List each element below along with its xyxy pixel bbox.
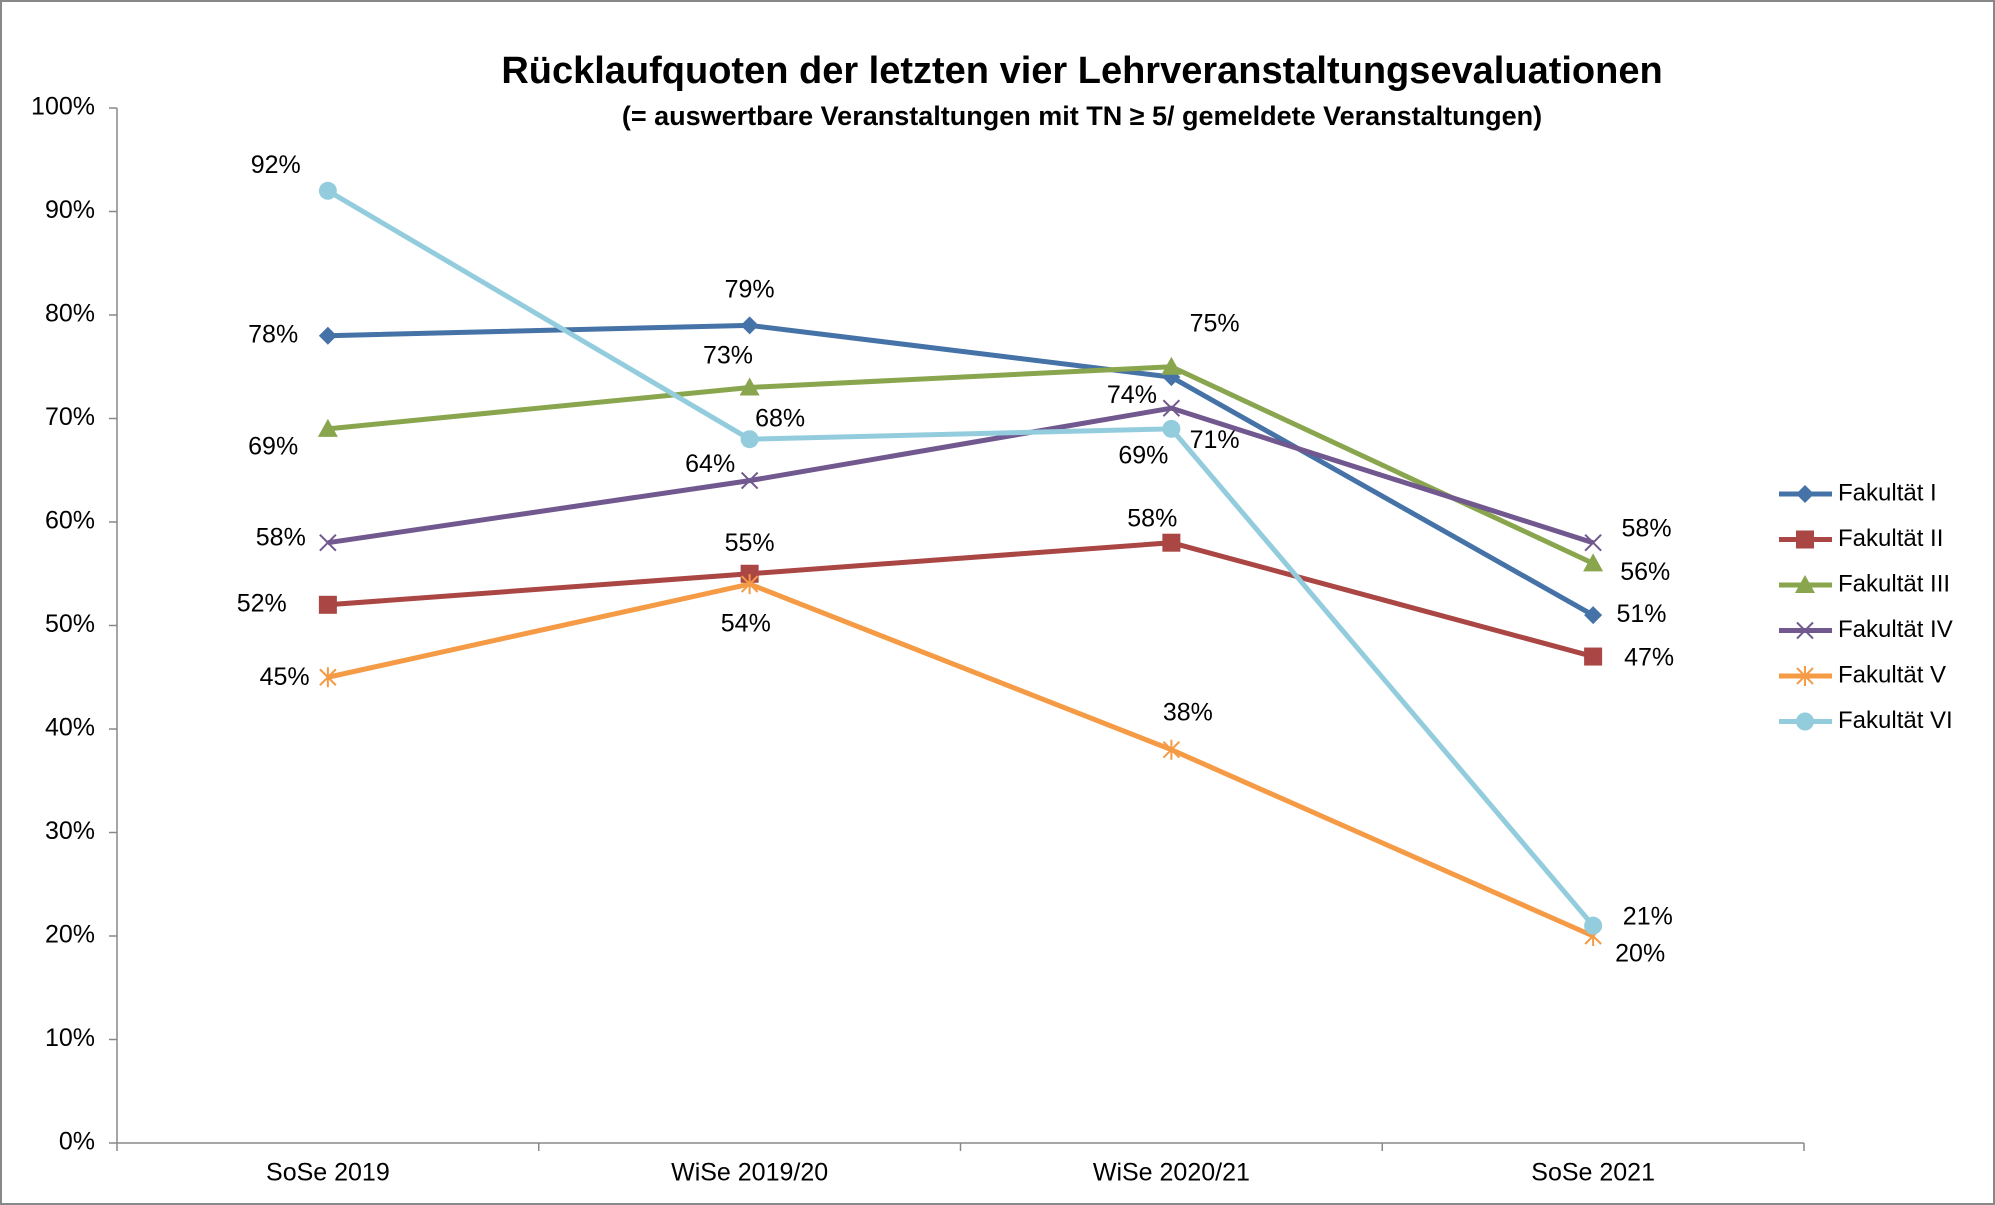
legend-label: Fakultät V [1838, 661, 1946, 688]
y-tick-label: 30% [45, 817, 95, 845]
data-point [1584, 916, 1603, 935]
series-line [327, 405, 1594, 546]
series-line [326, 188, 1596, 928]
series-line [327, 322, 1595, 618]
data-point [1162, 399, 1181, 417]
y-tick-label: 70% [45, 403, 95, 431]
data-label: 56% [1620, 558, 1670, 586]
y-tick-label: 90% [45, 196, 95, 224]
y-tick-label: 80% [45, 300, 95, 328]
chart-subtitle: (= auswertbare Veranstaltungen mit TN ≥ … [622, 101, 1542, 131]
y-tick-label: 60% [45, 507, 95, 535]
data-point [1162, 419, 1181, 438]
data-label: 55% [725, 529, 775, 557]
legend-label: Fakultät I [1838, 479, 1937, 506]
data-label: 47% [1624, 644, 1674, 672]
data-point [318, 326, 337, 345]
data-label: 71% [1190, 426, 1240, 454]
data-label: 74% [1107, 381, 1157, 409]
data-label: 64% [685, 450, 735, 478]
data-label: 58% [256, 523, 306, 551]
data-point [318, 181, 337, 200]
y-tick-label: 0% [59, 1128, 95, 1156]
legend-label: Fakultät VI [1838, 707, 1953, 734]
data-point [740, 574, 759, 595]
data-label: 45% [260, 663, 310, 691]
data-label: 69% [248, 433, 298, 461]
data-label: 92% [251, 151, 301, 179]
data-label: 21% [1623, 903, 1673, 931]
y-tick-label: 100% [31, 93, 95, 121]
y-tick-label: 10% [45, 1024, 95, 1052]
y-tick-label: 50% [45, 610, 95, 638]
data-point [740, 316, 759, 335]
legend-marker [1796, 485, 1814, 503]
data-label: 78% [248, 320, 298, 348]
legend-marker [1796, 530, 1814, 549]
series-line [327, 364, 1595, 566]
data-label: 20% [1615, 940, 1665, 968]
data-point [740, 471, 759, 490]
data-label: 75% [1190, 309, 1240, 337]
legend-marker [1796, 666, 1814, 686]
data-label: 69% [1118, 441, 1168, 469]
data-label: 58% [1622, 515, 1672, 543]
legend-label: Fakultät IV [1838, 616, 1953, 643]
series-line [327, 581, 1595, 939]
legend-marker [1796, 712, 1814, 731]
x-tick-label: SoSe 2019 [266, 1159, 390, 1187]
legend-marker [1795, 575, 1815, 593]
data-point [1583, 553, 1604, 572]
data-label: 54% [721, 609, 771, 637]
chart-title: Rücklaufquoten der letzten vier Lehrvera… [501, 50, 1662, 92]
data-point [319, 533, 337, 552]
data-point [1584, 606, 1603, 625]
data-point [1162, 533, 1181, 552]
data-point [319, 667, 337, 688]
data-point [1584, 647, 1603, 666]
x-tick-label: SoSe 2021 [1531, 1159, 1655, 1187]
legend-marker [1796, 621, 1814, 640]
data-label: 52% [237, 589, 287, 617]
data-point [1162, 739, 1181, 760]
data-point [739, 377, 760, 396]
data-label: 51% [1616, 600, 1666, 628]
data-point [318, 595, 337, 614]
data-label: 73% [703, 342, 753, 370]
data-point [1584, 533, 1602, 552]
data-point [740, 430, 759, 449]
data-label: 38% [1163, 699, 1213, 727]
x-tick-label: WiSe 2019/20 [671, 1159, 828, 1187]
series-line [327, 540, 1594, 659]
data-point [1161, 356, 1182, 375]
legend-label: Fakultät III [1838, 570, 1950, 597]
data-point [317, 418, 338, 437]
data-label: 68% [755, 405, 805, 433]
data-label: 58% [1127, 504, 1177, 532]
y-tick-label: 20% [45, 921, 95, 949]
x-tick-label: WiSe 2020/21 [1093, 1159, 1250, 1187]
data-label: 79% [725, 276, 775, 304]
y-tick-label: 40% [45, 714, 95, 742]
legend-label: Fakultät II [1838, 525, 1943, 552]
